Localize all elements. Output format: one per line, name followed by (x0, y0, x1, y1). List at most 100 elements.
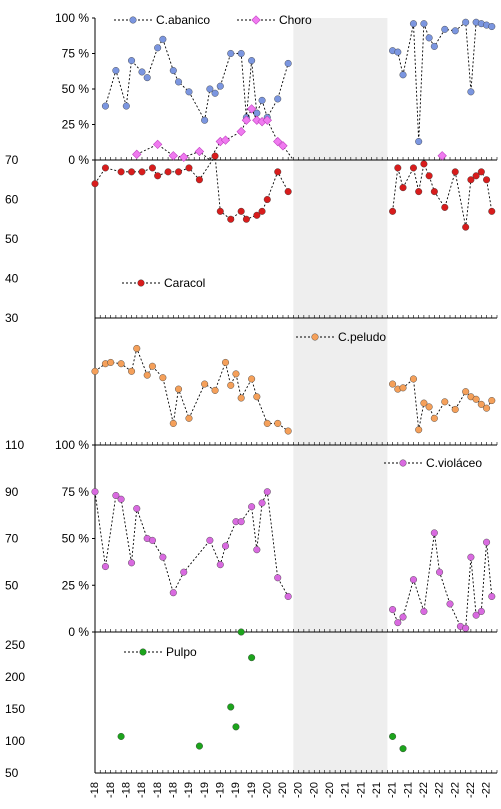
point-caracol (420, 160, 428, 168)
outer-y-label: 70 (5, 153, 19, 167)
outer-y-label: 110 (5, 438, 24, 452)
point-cabanico (274, 95, 282, 103)
point-cabanico (415, 138, 423, 146)
panel-4-y-tick-label: 100 % (55, 438, 89, 452)
panel-5-y-tick-label: 150 (5, 702, 25, 716)
point-cpeludo (107, 358, 115, 366)
point-cpeludo (211, 386, 219, 394)
point-cpeludo (253, 393, 261, 401)
point-cviolceo (180, 568, 188, 576)
point-cpeludo (237, 394, 245, 402)
panel-4-y-tick-label: 0 % (68, 625, 89, 639)
point-pulpo (117, 732, 125, 740)
point-cpeludo (133, 344, 141, 352)
point-caracol (415, 188, 423, 196)
point-caracol (409, 164, 417, 172)
point-cpeludo (430, 414, 438, 422)
legend-marker (137, 279, 145, 287)
point-caracol (164, 168, 172, 176)
point-caracol (451, 168, 459, 176)
x-tick-label: -22 (418, 782, 430, 798)
point-cabanico (430, 42, 438, 50)
point-cpeludo (488, 397, 496, 405)
x-tick-label: -18 (152, 782, 164, 798)
point-caracol (263, 195, 271, 203)
point-cabanico (451, 27, 459, 35)
point-cpeludo (159, 374, 167, 382)
x-tick-label: -19 (246, 782, 258, 798)
x-tick-label: -21 (355, 782, 367, 798)
point-cviolceo (117, 495, 125, 503)
x-tick-label: -19 (230, 782, 242, 798)
point-cabanico (258, 96, 266, 104)
x-tick-label: -19 (199, 782, 211, 798)
point-cviolceo (477, 607, 485, 615)
point-choro (194, 146, 205, 157)
legend-marker (311, 333, 319, 341)
panel-4-y-tick-label: 75 % (62, 485, 90, 499)
point-cpeludo (91, 367, 99, 375)
legend-marker (129, 16, 137, 24)
point-choro (179, 152, 189, 162)
point-cpeludo (222, 358, 230, 366)
point-cpeludo (389, 380, 397, 388)
outer-y-label: 50 (5, 578, 19, 592)
point-caracol (284, 188, 292, 196)
point-caracol (394, 164, 402, 172)
series-cviolceo-line (94, 490, 493, 629)
point-cpeludo (415, 426, 423, 434)
x-tick-label: -21 (402, 782, 414, 798)
point-cabanico (206, 85, 214, 93)
point-cabanico (237, 50, 245, 58)
point-caracol (154, 172, 162, 180)
point-caracol (477, 168, 485, 176)
point-cviolceo (472, 611, 480, 619)
panel-5-y-tick-label: 250 (5, 638, 25, 652)
panel-1-y-tick-label: 75 % (62, 47, 90, 61)
point-cpeludo (477, 400, 485, 408)
point-cviolceo (237, 518, 245, 526)
point-pulpo (248, 654, 256, 662)
point-choro (437, 151, 447, 161)
point-cabanico (159, 35, 167, 43)
point-cabanico (175, 78, 183, 86)
point-cabanico (462, 18, 470, 26)
point-cabanico (185, 88, 193, 96)
point-choro (273, 136, 283, 147)
point-choro (220, 135, 231, 145)
point-cpeludo (425, 403, 433, 411)
point-cabanico (253, 109, 261, 117)
x-tick-label: -20 (261, 782, 273, 798)
point-cabanico (211, 89, 219, 97)
point-cabanico (425, 34, 433, 42)
point-cabanico (201, 116, 209, 124)
point-cabanico (122, 102, 130, 110)
point-cviolceo (467, 553, 475, 561)
panel-4-y-tick-label: 25 % (62, 578, 90, 592)
point-cpeludo (441, 398, 449, 406)
point-cabanico (101, 102, 109, 110)
outer-y-label: 50 (5, 232, 19, 246)
point-cviolceo (430, 529, 438, 537)
legend-marker (399, 459, 407, 467)
point-cviolceo (91, 488, 99, 496)
point-caracol (483, 176, 491, 184)
point-caracol (101, 164, 109, 172)
point-cpeludo (274, 419, 282, 427)
point-cviolceo (133, 505, 141, 513)
point-cviolceo (399, 613, 407, 621)
legend-label: C.violáceo (426, 456, 482, 470)
legend-label: C.abanico (156, 13, 210, 27)
point-cviolceo (274, 574, 282, 582)
x-tick-label: -19 (214, 782, 226, 798)
point-cviolceo (409, 576, 417, 584)
point-caracol (195, 176, 203, 184)
point-cpeludo (263, 419, 271, 427)
point-choro (152, 139, 163, 150)
point-cpeludo (420, 399, 428, 407)
point-cviolceo (206, 536, 214, 544)
x-tick-label: -21 (371, 782, 383, 798)
point-cabanico (399, 71, 407, 79)
panel-1-y-tick-label: 0 % (68, 153, 89, 167)
point-cabanico (467, 88, 475, 96)
